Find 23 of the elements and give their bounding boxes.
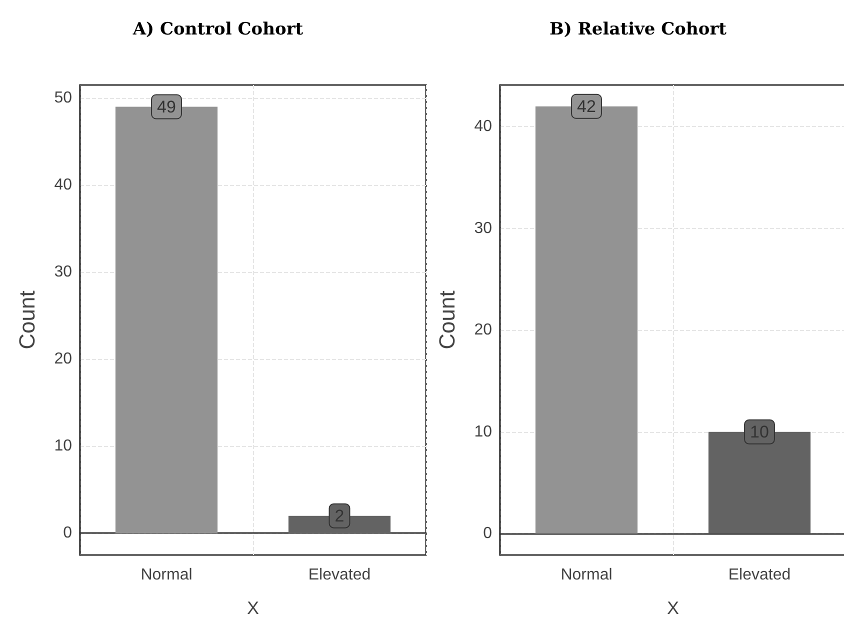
data-label: 42: [577, 96, 596, 116]
y-tick-label: 20: [474, 322, 492, 339]
y-tick-label: 30: [54, 264, 72, 281]
x-axis-title: X: [246, 598, 260, 618]
y-axis-title: Count: [14, 290, 40, 350]
x-tick-label: Normal: [560, 566, 612, 584]
y-tick-label: 40: [474, 118, 492, 136]
x-axis-title: X: [666, 598, 680, 618]
x-tick-label: Elevated: [728, 566, 791, 584]
data-label: 49: [157, 97, 176, 116]
y-tick-label: 50: [54, 90, 72, 107]
chart-title: B) Relative Cohort: [549, 20, 727, 40]
y-tick-label: 10: [54, 438, 72, 455]
x-tick-label: Elevated: [308, 566, 371, 584]
y-tick-label: 10: [474, 423, 492, 440]
y-axis-title: Count: [434, 290, 460, 350]
y-tick-label: 0: [63, 524, 72, 542]
x-tick-label: Normal: [140, 566, 192, 584]
y-tick-label: 0: [483, 525, 492, 542]
chart-title: A) Control Cohort: [132, 20, 304, 40]
y-tick-label: 20: [54, 350, 72, 368]
y-tick-label: 40: [54, 176, 72, 194]
y-tick-label: 30: [474, 220, 492, 237]
